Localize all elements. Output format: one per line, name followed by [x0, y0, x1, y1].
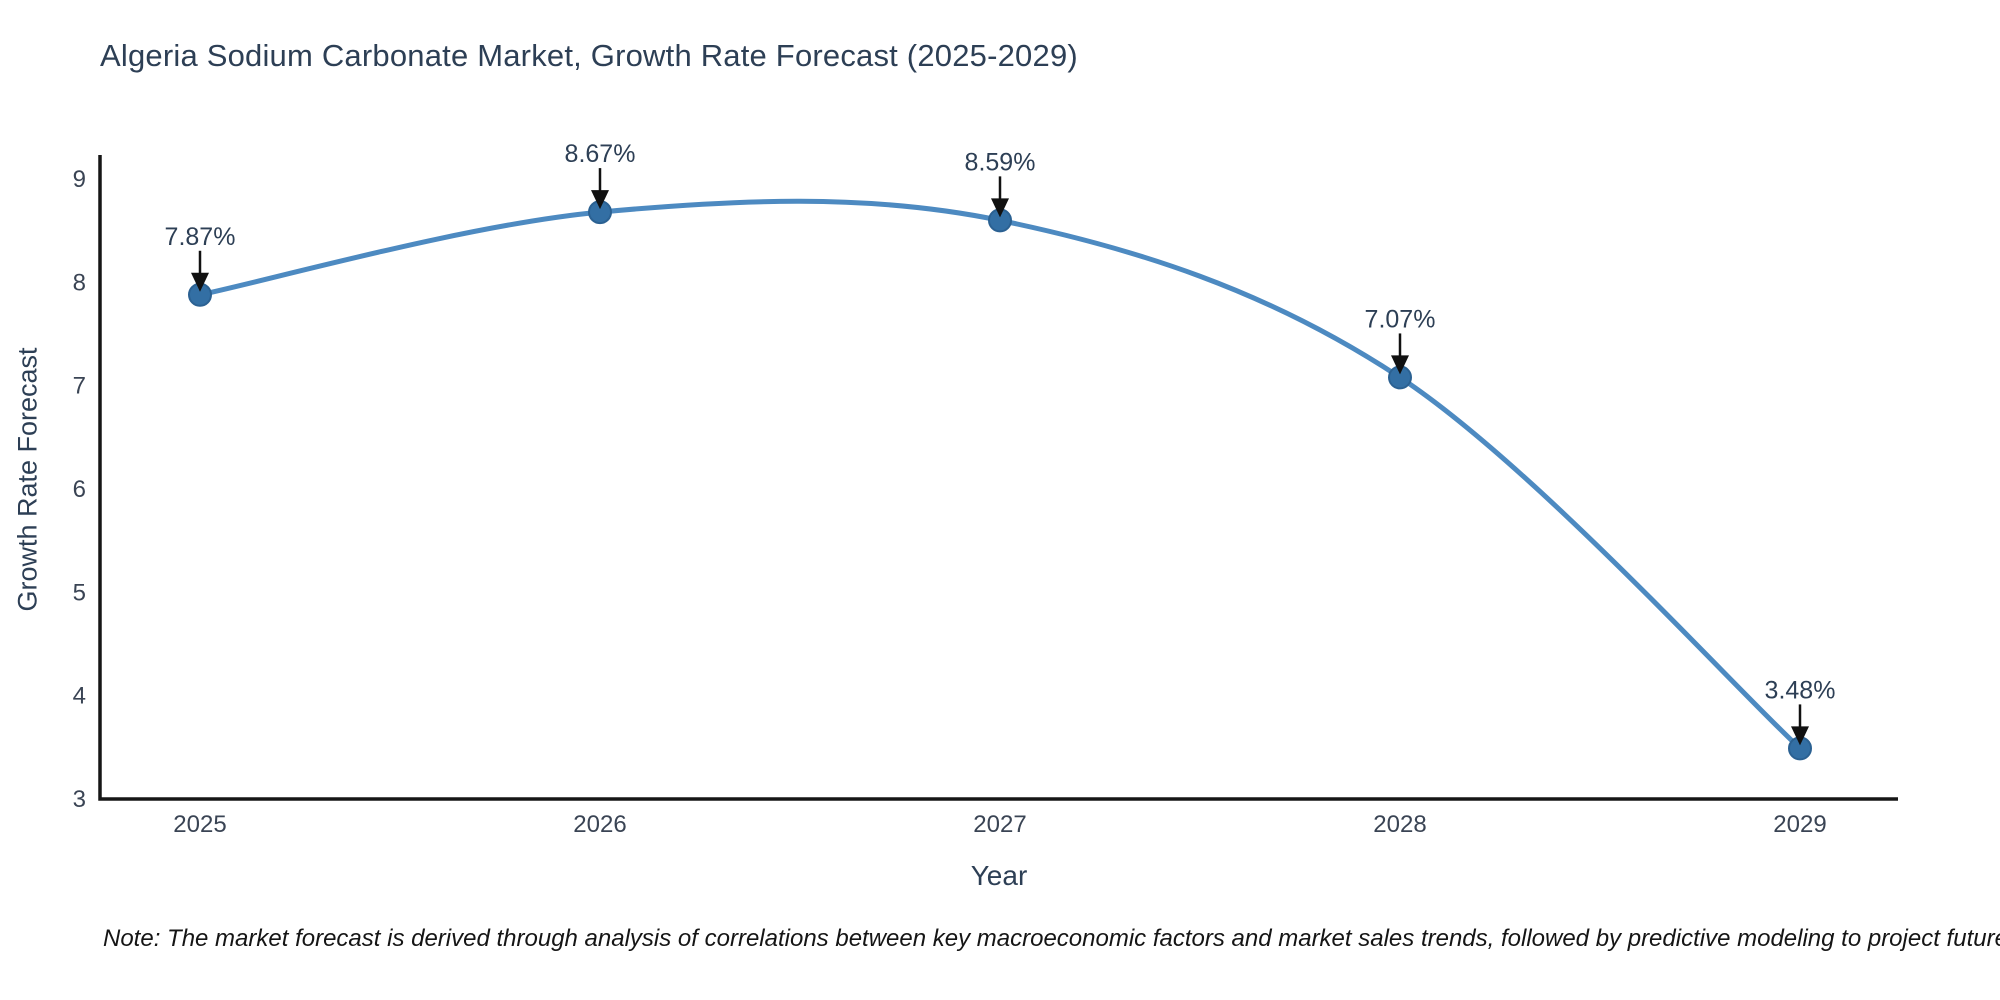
x-tick-label: 2026 — [573, 811, 626, 838]
y-tick-label: 9 — [73, 166, 86, 193]
point-value-label: 7.87% — [165, 223, 236, 251]
x-axis-title: Year — [970, 860, 1028, 891]
annotation-arrowhead — [191, 272, 209, 292]
chart-title: Algeria Sodium Carbonate Market, Growth … — [100, 38, 1078, 73]
annotation-arrowhead — [1391, 355, 1409, 375]
y-tick-label: 6 — [73, 476, 86, 503]
point-value-label: 3.48% — [1765, 676, 1836, 704]
x-tick-label: 2028 — [1373, 811, 1426, 838]
point-value-label: 7.07% — [1365, 305, 1436, 333]
y-tick-label: 5 — [73, 579, 86, 606]
y-tick-label: 8 — [73, 269, 86, 296]
annotation-arrowhead — [991, 198, 1009, 218]
point-value-label: 8.59% — [965, 148, 1036, 176]
footnote: Note: The market forecast is derived thr… — [103, 925, 2000, 952]
axis-lines — [98, 155, 1898, 801]
y-tick-label: 4 — [73, 683, 86, 710]
forecast-line-series — [197, 198, 1803, 751]
annotation-arrowhead — [591, 190, 609, 210]
x-tick-label: 2027 — [973, 811, 1026, 838]
y-tick-label: 7 — [73, 373, 86, 400]
x-tick-label: 2025 — [173, 811, 226, 838]
annotation-arrowhead — [1791, 726, 1809, 746]
x-tick-label: 2029 — [1773, 811, 1826, 838]
y-tick-label: 3 — [73, 786, 86, 813]
point-value-label: 8.67% — [565, 140, 636, 168]
